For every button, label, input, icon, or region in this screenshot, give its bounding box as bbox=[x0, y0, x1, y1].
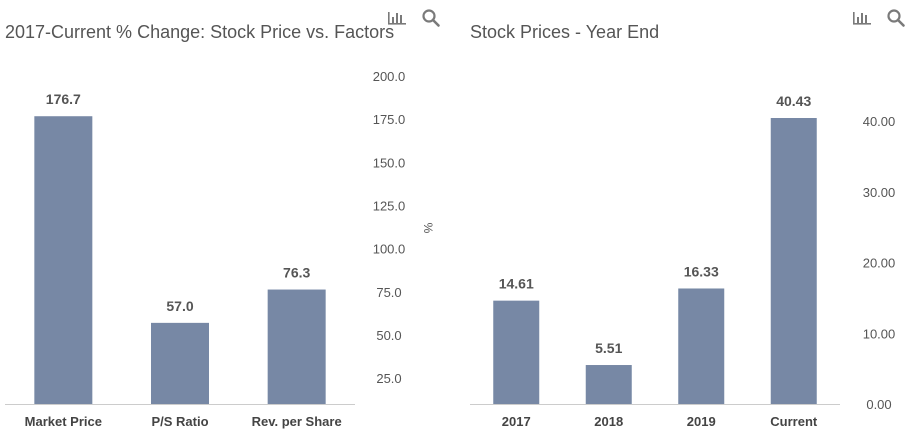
data-label: 40.43 bbox=[776, 93, 811, 109]
category-label: P/S Ratio bbox=[151, 414, 208, 429]
data-label: 16.33 bbox=[684, 263, 719, 279]
right-chart-panel: Stock Prices - Year End 14.61 2017 5.51 201… bbox=[455, 0, 910, 442]
chart-title: 2017-Current % Change: Stock Price vs. F… bbox=[5, 22, 395, 42]
bar-chart-icon[interactable] bbox=[387, 8, 407, 28]
y-tick-label: 50.0 bbox=[376, 328, 401, 343]
bar[interactable] bbox=[267, 289, 326, 404]
magnifier-icon[interactable] bbox=[886, 8, 906, 28]
chart-title: Stock Prices - Year End bbox=[470, 22, 660, 42]
category-label: 2019 bbox=[687, 414, 716, 429]
y-tick-label: 30.00 bbox=[863, 185, 896, 200]
y-tick-label: 10.00 bbox=[863, 326, 896, 341]
market-factors-bar-chart: 176.7 Market Price 57.0 P/S Ratio 76.3 Rev. p… bbox=[5, 69, 435, 429]
y-tick-label: 100.0 bbox=[373, 242, 406, 257]
category-label: 2018 bbox=[594, 414, 623, 429]
bar[interactable] bbox=[770, 118, 817, 404]
data-label: 14.61 bbox=[499, 276, 534, 292]
y-tick-label: 150.0 bbox=[373, 155, 406, 170]
data-label: 76.3 bbox=[283, 265, 310, 281]
bar[interactable] bbox=[151, 322, 209, 404]
category-label: Current bbox=[770, 414, 818, 429]
data-label: 5.51 bbox=[595, 340, 622, 356]
bar[interactable] bbox=[678, 288, 725, 404]
bar[interactable] bbox=[34, 116, 93, 405]
magnifier-icon[interactable] bbox=[421, 8, 441, 28]
y-tick-label: 20.00 bbox=[863, 256, 896, 271]
y-tick-label: 25.0 bbox=[376, 371, 401, 386]
category-label: Rev. per Share bbox=[252, 414, 342, 429]
y-tick-label: 125.0 bbox=[373, 198, 406, 213]
y-tick-label: 0.00 bbox=[866, 397, 891, 412]
y-tick-label: 200.0 bbox=[373, 69, 406, 84]
category-label: 2017 bbox=[502, 414, 531, 429]
data-label: 176.7 bbox=[46, 91, 81, 107]
left-chart-panel: 2017-Current % Change: Stock Price vs. F… bbox=[5, 8, 441, 429]
bar[interactable] bbox=[493, 300, 540, 404]
y-tick-label: 175.0 bbox=[373, 112, 406, 127]
bar[interactable] bbox=[585, 365, 632, 404]
y-tick-label: 40.00 bbox=[863, 114, 896, 129]
data-label: 57.0 bbox=[166, 298, 193, 314]
y-axis-label: % bbox=[421, 223, 435, 234]
bar-chart-icon[interactable] bbox=[852, 8, 872, 28]
category-label: Market Price bbox=[25, 414, 102, 429]
y-tick-label: 75.0 bbox=[376, 285, 401, 300]
stock-prices-bar-chart: 14.61 2017 5.51 2018 16.33 2019 40.43 Current 0.… bbox=[470, 93, 896, 429]
